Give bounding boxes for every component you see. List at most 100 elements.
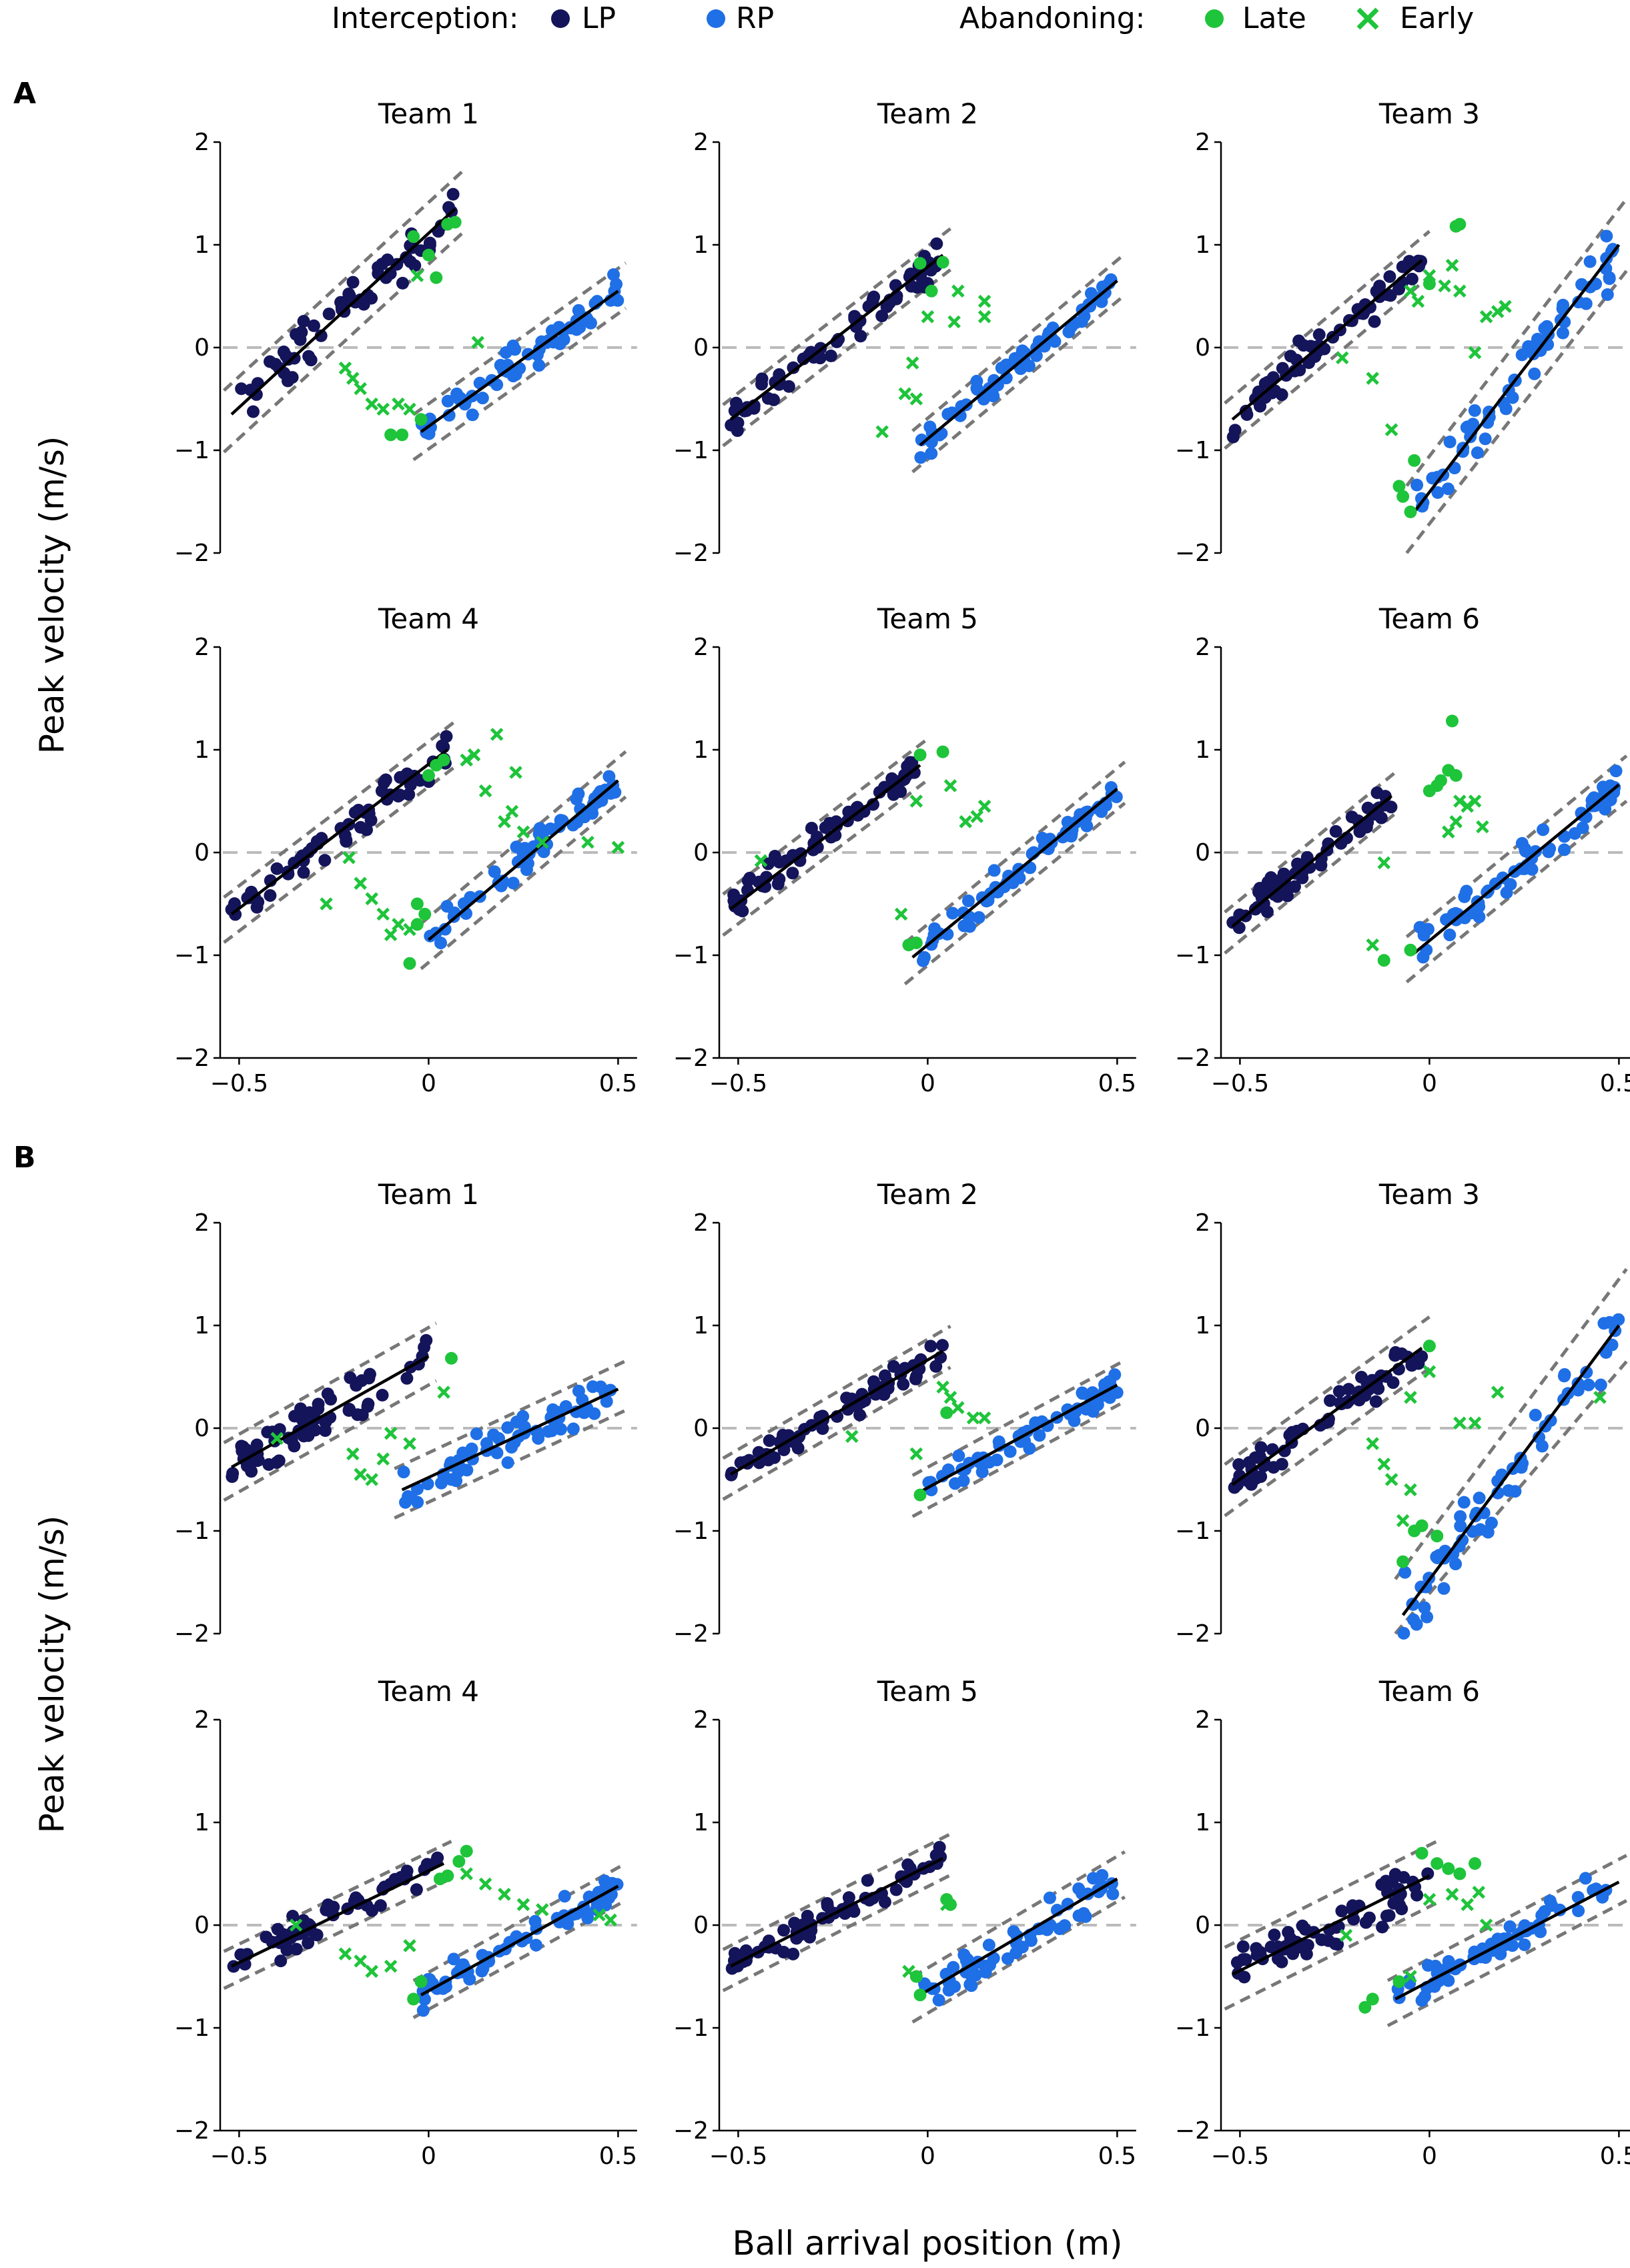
late-abandoning-point	[418, 907, 432, 921]
lp-interception-point	[1324, 1394, 1337, 1407]
rp-regression-line	[420, 1884, 619, 1997]
early-marker-stroke	[392, 397, 405, 411]
early-abandoning-marker	[1453, 794, 1467, 808]
early-marker-stroke	[902, 1964, 915, 1978]
early-marker-stroke	[977, 799, 991, 813]
lp-interception-point	[318, 854, 332, 867]
y-tick-label: −2	[1175, 2117, 1210, 2145]
late-abandoning-point	[452, 1855, 466, 1868]
lp-interception-point	[787, 1947, 800, 1960]
rp-interception-point	[1398, 1566, 1412, 1579]
early-abandoning-marker	[410, 269, 424, 282]
panel-title: Team 6	[1378, 602, 1480, 635]
rp-interception-point	[1568, 827, 1581, 840]
lp-interception-point	[1236, 1940, 1250, 1953]
early-abandoning-marker	[754, 854, 768, 868]
rp-interception-point	[917, 951, 931, 964]
rp-interception-point	[456, 1958, 470, 1971]
lp-interception-point	[423, 236, 436, 249]
late-abandoning-point	[460, 1844, 473, 1858]
rp-interception-point	[570, 323, 583, 336]
lp-interception-point	[786, 867, 799, 880]
y-axis-label-group-a: Peak velocity (m/s)	[33, 436, 71, 754]
rp-interception-point	[1078, 310, 1091, 323]
rp-confidence-band-lower	[1405, 799, 1628, 984]
rp-interception-point	[1600, 229, 1613, 243]
early-abandoning-marker	[1384, 1473, 1398, 1486]
lp-interception-point	[824, 349, 837, 362]
early-marker-stroke	[943, 1391, 957, 1404]
rp-interception-point	[952, 1449, 965, 1462]
rp-interception-point	[572, 787, 585, 800]
lp-interception-point	[226, 1467, 240, 1480]
rp-interception-point	[1473, 1492, 1486, 1505]
lp-interception-point	[913, 269, 927, 282]
early-marker-stroke	[754, 854, 768, 868]
early-marker-stroke	[1442, 825, 1455, 838]
early-marker-stroke	[1366, 938, 1379, 952]
rp-interception-point	[1454, 1520, 1467, 1533]
early-marker-stroke	[1438, 279, 1451, 293]
rp-interception-point	[490, 1446, 504, 1460]
late-abandoning-point	[913, 1488, 927, 1502]
late-abandoning-point	[1449, 219, 1463, 233]
y-tick-label: 1	[194, 1809, 210, 1836]
lp-interception-point	[1360, 820, 1373, 834]
early-abandoning-marker	[354, 1468, 367, 1482]
lp-interception-point	[260, 1930, 273, 1944]
early-abandoning-marker	[467, 748, 481, 762]
lp-interception-point	[805, 821, 818, 834]
early-abandoning-marker	[376, 1452, 390, 1466]
early-marker-stroke	[354, 1468, 367, 1482]
y-tick-label: 1	[194, 231, 210, 259]
rp-interception-point	[488, 865, 501, 879]
lp-interception-point	[307, 319, 320, 332]
rp-interception-point	[925, 938, 938, 951]
lp-regression-line	[230, 1355, 430, 1469]
lp-confidence-band-lower	[1224, 275, 1431, 450]
late-abandoning-point	[448, 215, 462, 229]
lp-confidence-band-upper	[223, 1321, 437, 1444]
late-abandoning-point	[1431, 1530, 1444, 1543]
early-marker-stroke	[346, 1447, 360, 1461]
rp-interception-point	[465, 1442, 478, 1456]
y-tick-label: 1	[693, 231, 709, 259]
lp-confidence-band-upper	[222, 169, 464, 392]
early-abandoning-marker	[460, 753, 473, 767]
late-abandoning-point	[414, 413, 428, 426]
panel-title: Team 2	[877, 97, 978, 130]
rp-interception-point	[1043, 1891, 1056, 1904]
y-tick-label: −1	[174, 2015, 210, 2042]
early-abandoning-marker	[1461, 799, 1474, 813]
rp-interception-point	[1503, 1920, 1517, 1933]
early-abandoning-marker	[384, 1959, 398, 1973]
lp-interception-point	[1248, 1451, 1262, 1464]
early-abandoning-marker	[1468, 794, 1482, 808]
panel-title: Team 5	[877, 602, 978, 635]
lp-interception-point	[288, 1409, 302, 1423]
early-abandoning-marker	[581, 835, 594, 849]
early-abandoning-marker	[902, 1964, 915, 1978]
early-abandoning-marker	[1491, 1385, 1505, 1399]
rp-interception-point	[1535, 1908, 1549, 1922]
rp-interception-point	[1058, 1919, 1072, 1932]
early-abandoning-marker	[936, 1380, 949, 1394]
lp-regression-line	[1232, 1874, 1431, 1976]
early-abandoning-marker	[392, 918, 405, 931]
late-abandoning-point	[1396, 490, 1410, 503]
lp-interception-point	[410, 1883, 423, 1896]
lp-interception-point	[354, 293, 367, 306]
early-abandoning-marker	[845, 1430, 859, 1444]
rp-interception-point	[1443, 435, 1457, 448]
rp-interception-point	[1091, 802, 1104, 815]
late-abandoning-point	[925, 284, 938, 298]
early-marker-stroke	[505, 804, 519, 818]
early-abandoning-marker	[940, 1898, 953, 1911]
late-abandoning-point	[1434, 774, 1447, 787]
early-abandoning-marker	[611, 840, 625, 855]
rp-interception-point	[566, 1422, 580, 1436]
early-marker-stroke	[1445, 259, 1459, 272]
early-marker-stroke	[845, 1430, 859, 1444]
early-abandoning-marker	[270, 1432, 284, 1446]
